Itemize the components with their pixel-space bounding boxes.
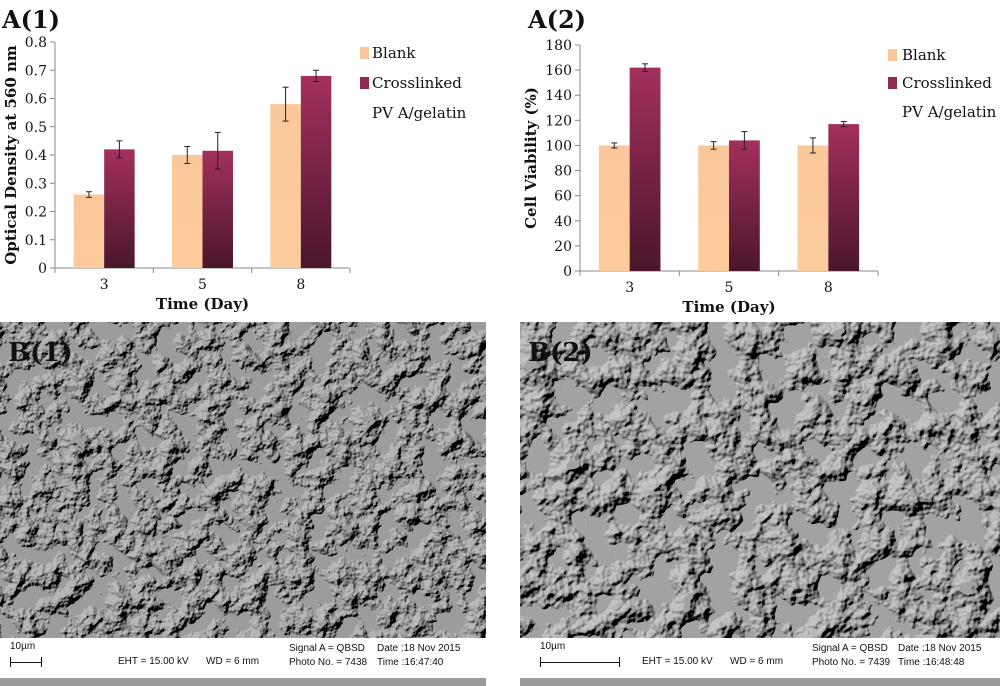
sem-infobar-b1: 10µm EHT = 15.00 kV WD = 6 mm Signal A =… (0, 638, 486, 678)
y-tick-label: 60 (554, 189, 572, 205)
bar-crosslinked-day-5 (729, 140, 760, 271)
scale-bar (540, 662, 620, 663)
sem-panel-b2: B(2) 10µm EHT = 15.00 kV WD = 6 mm Signa… (520, 322, 1000, 686)
y-tick-label: 80 (554, 164, 572, 180)
scale-bar-tick-left (10, 657, 11, 667)
legend-entry: Crosslinked (902, 74, 992, 92)
y-tick-label: 0.5 (25, 120, 47, 136)
scale-bar-tick-left (540, 657, 541, 667)
legend-swatch-crosslinked (360, 77, 369, 89)
chart-a2: A(2) 0 20 40 60 80 100 120 140 160 180 3 5 8 Time (Day… (520, 0, 1000, 315)
scale-bar-label: 10µm (540, 641, 566, 652)
signal-readout: Signal A = QBSD (812, 643, 888, 654)
x-axis-title: Time (Day) (682, 298, 775, 315)
scale-bar-label: 10µm (10, 641, 36, 652)
bar-blank-day-8 (270, 104, 301, 269)
sem-infobar-b2: 10µm EHT = 15.00 kV WD = 6 mm Signal A =… (520, 638, 1000, 678)
bar-blank-day-5 (698, 145, 729, 271)
time-readout: Time :16:47:40 (377, 657, 444, 668)
y-tick-label: 20 (554, 239, 572, 255)
bar-blank-day-3 (73, 194, 105, 268)
photo-number: Photo No. = 7439 (812, 657, 891, 668)
y-tick-label: 120 (545, 113, 572, 129)
sem-panel-b1: B(1) 10µm EHT = 15.00 kV WD = 6 mm Signa… (0, 322, 486, 686)
y-tick-label: 0.3 (25, 176, 47, 192)
bar-crosslinked-day-8 (300, 75, 332, 269)
date-readout: Date :18 Nov 2015 (377, 643, 461, 654)
wd-readout: WD = 6 mm (206, 656, 260, 667)
y-tick-label: 0 (38, 261, 47, 277)
bar-crosslinked-day-5 (202, 150, 233, 268)
bar-crosslinked-day-8 (828, 124, 860, 271)
x-tick-label: 5 (725, 280, 734, 296)
scale-bar (10, 662, 42, 663)
chart-a2-svg: A(2) 0 20 40 60 80 100 120 140 160 180 3 5 8 Time (Day… (522, 5, 997, 315)
bar-blank-day-3 (598, 145, 630, 271)
scale-bar-tick-right (41, 657, 42, 667)
eht-readout: EHT = 15.00 kV (118, 656, 189, 667)
y-tick-label: 0.6 (25, 92, 47, 108)
y-tick-label: 0 (563, 264, 572, 280)
chart-title: A(1) (1, 5, 60, 34)
y-tick-label: 40 (554, 214, 572, 230)
signal-readout: Signal A = QBSD (289, 643, 365, 654)
x-tick-label: 3 (100, 277, 109, 293)
sem-label-b2: B(2) (528, 338, 593, 368)
chart-a1: A(1) 0 0.1 0.2 0.3 0.4 0.5 0.6 0.7 0.8 3 5 8 Time (Da… (0, 0, 480, 315)
legend-swatch-blank (888, 49, 897, 61)
y-axis-title: Cell Viability (%) (522, 87, 540, 229)
y-tick-label: 0.7 (25, 63, 47, 79)
legend-entry: Crosslinked (372, 74, 462, 92)
chart-title: A(2) (527, 5, 586, 34)
legend-swatch-crosslinked (888, 77, 897, 89)
legend-entry: Blank (902, 46, 946, 64)
y-tick-label: 160 (545, 63, 572, 79)
x-tick-label: 8 (296, 277, 305, 293)
x-tick-label: 8 (824, 280, 833, 296)
sem-image-b2 (520, 322, 1000, 638)
bar-blank-day-5 (172, 155, 203, 268)
x-tick-label: 3 (625, 280, 634, 296)
y-tick-label: 0.2 (25, 205, 47, 221)
y-tick-label: 0.8 (25, 35, 47, 51)
bar-crosslinked-day-3 (629, 67, 661, 271)
sem-strip-b1 (0, 678, 486, 686)
legend-swatch-blank (360, 47, 369, 59)
sem-label-b1: B(1) (8, 338, 73, 368)
sem-image-b1 (0, 322, 486, 638)
x-tick-label: 5 (198, 277, 207, 293)
scale-bar-tick-right (619, 657, 620, 667)
x-axis-title: Time (Day) (156, 295, 249, 313)
y-tick-label: 0.4 (25, 148, 47, 164)
bar-crosslinked-day-3 (104, 149, 135, 268)
time-readout: Time :16:48:48 (898, 657, 965, 668)
y-tick-label: 100 (545, 138, 572, 154)
bar-blank-day-8 (797, 145, 829, 271)
legend-entry: PV A/gelatin (902, 103, 997, 121)
photo-number: Photo No. = 7438 (289, 657, 368, 668)
sem-strip-b2 (520, 678, 1000, 686)
y-tick-label: 0.1 (25, 233, 47, 249)
y-axis-title: Optical Density at 560 nm (2, 45, 20, 265)
eht-readout: EHT = 15.00 kV (642, 656, 713, 667)
y-tick-label: 180 (545, 38, 572, 54)
date-readout: Date :18 Nov 2015 (898, 643, 982, 654)
legend-entry: Blank (372, 44, 416, 62)
legend-entry: PV A/gelatin (372, 104, 467, 122)
chart-a1-svg: A(1) 0 0.1 0.2 0.3 0.4 0.5 0.6 0.7 0.8 3 5 8 Time (Da… (1, 5, 467, 313)
wd-readout: WD = 6 mm (730, 656, 784, 667)
y-tick-label: 140 (545, 88, 572, 104)
